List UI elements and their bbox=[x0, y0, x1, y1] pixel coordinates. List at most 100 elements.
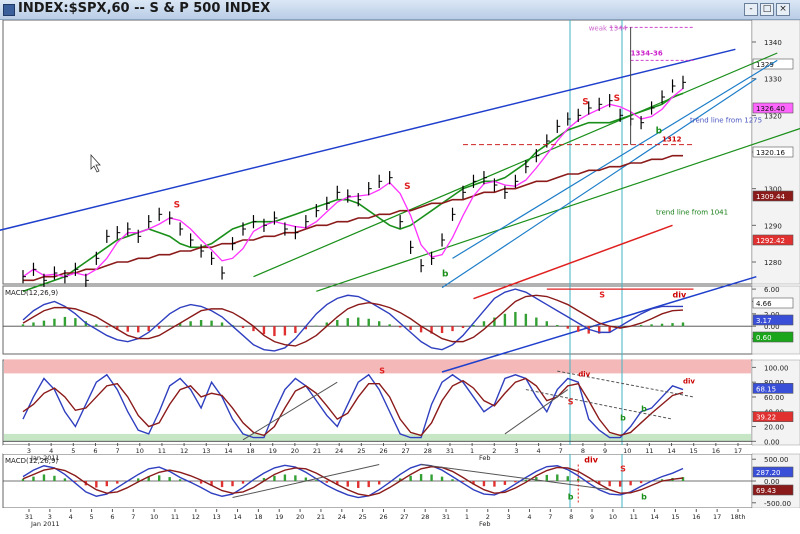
overbought-zone bbox=[4, 359, 751, 374]
annotation-b-macd2-2: b bbox=[641, 492, 647, 501]
x-axis-top-label: 10 bbox=[136, 447, 144, 455]
x-axis-top-label: 24 bbox=[335, 447, 343, 455]
x-axis-bottom-label: 12 bbox=[192, 513, 200, 521]
window-titlebar[interactable]: INDEX:$SPX,60 -- S & P 500 INDEX - □ × bbox=[0, 0, 800, 20]
x-axis-top-label: 31 bbox=[446, 447, 454, 455]
x-axis-bottom-label: 10 bbox=[150, 513, 158, 521]
stoch-trend-line bbox=[504, 389, 569, 435]
annotation-s-label: S bbox=[174, 200, 180, 210]
x-axis-top-label: 4 bbox=[49, 447, 53, 455]
value-badge bbox=[752, 466, 794, 478]
x-axis-top-label: 26 bbox=[379, 447, 387, 455]
y-tick-label: 0.00 bbox=[764, 323, 780, 331]
x-axis-top-label: 3 bbox=[27, 447, 31, 455]
x-axis-top-label: 3 bbox=[514, 447, 518, 455]
x-axis-bottom-label: 26 bbox=[379, 513, 387, 521]
annotation-trend-line-1041: trend line from 1041 bbox=[656, 208, 728, 216]
x-axis-top-label: 25 bbox=[357, 447, 365, 455]
value-badge bbox=[752, 383, 794, 394]
x-axis-bottom-label: 17 bbox=[713, 513, 721, 521]
x-axis-top-period-feb: Feb bbox=[479, 454, 491, 462]
value-badge-text: 1326.40 bbox=[756, 105, 785, 113]
x-axis-bottom-label: 8 bbox=[569, 513, 573, 521]
value-badge-text: 1329 bbox=[756, 61, 774, 69]
value-badge-text: 3.17 bbox=[756, 317, 772, 325]
value-badge bbox=[752, 314, 794, 326]
x-axis-bottom-label: 14 bbox=[650, 513, 658, 521]
x-axis-bottom-label: 6 bbox=[110, 513, 114, 521]
y-tick-label: 20.00 bbox=[764, 424, 784, 432]
chart-canvas[interactable]: 13401330132013101300129012806.004.002.00… bbox=[0, 20, 800, 534]
y-tick-label: 0.00 bbox=[764, 438, 780, 446]
y-tick-label: 100.00 bbox=[764, 364, 789, 372]
annotation-b-macd2: b bbox=[568, 492, 574, 501]
x-axis-bottom-label: 4 bbox=[527, 513, 531, 521]
x-axis-bottom-label: 31 bbox=[442, 513, 450, 521]
annotation-b-label: b bbox=[656, 127, 663, 137]
x-axis-top-label: 21 bbox=[313, 447, 321, 455]
y-tick-label: 1320 bbox=[764, 112, 782, 120]
x-axis-bottom-label: 18 bbox=[254, 513, 262, 521]
x-axis-top-label: 8 bbox=[581, 447, 585, 455]
y-tick-label: 1330 bbox=[764, 76, 782, 84]
annotation-s-macd2: S bbox=[620, 464, 626, 473]
x-axis-top-label: 28 bbox=[424, 447, 432, 455]
x-axis-top-label: 16 bbox=[712, 447, 720, 455]
maximize-button[interactable]: □ bbox=[760, 3, 774, 16]
x-axis-top-label: 5 bbox=[71, 447, 75, 455]
annotation-div-macd2: div bbox=[584, 456, 598, 465]
x-axis-bottom-label: 15 bbox=[671, 513, 679, 521]
annotation-div-stoch-2: div bbox=[683, 378, 695, 386]
x-axis-bottom-label: 3 bbox=[507, 513, 511, 521]
red-support-line bbox=[473, 224, 673, 300]
value-badge-text: 39.22 bbox=[756, 414, 776, 422]
annotation-1334-36: 1334-36 bbox=[631, 50, 663, 58]
x-axis-top-label: 7 bbox=[559, 447, 563, 455]
value-badge bbox=[752, 146, 794, 158]
x-axis-bottom-label: 27 bbox=[400, 513, 408, 521]
x-axis-bottom-label: 5 bbox=[89, 513, 93, 521]
x-axis-top-label: 13 bbox=[202, 447, 210, 455]
x-axis-bottom-label: 25 bbox=[359, 513, 367, 521]
x-axis-bottom-label: 21 bbox=[317, 513, 325, 521]
moving-average-0 bbox=[22, 92, 684, 293]
macd-line-1 bbox=[22, 288, 683, 352]
annotation-s-label: S bbox=[404, 182, 410, 192]
x-axis-top-label: 11 bbox=[158, 447, 166, 455]
x-axis-bottom-label: 9 bbox=[590, 513, 594, 521]
x-axis-bottom-period-jan: Jan 2011 bbox=[30, 520, 60, 528]
minimize-button[interactable]: - bbox=[744, 3, 758, 16]
axis-column-3 bbox=[751, 453, 800, 509]
x-axis-bottom-label: 11 bbox=[171, 513, 179, 521]
macd-line-3 bbox=[22, 463, 684, 499]
x-axis-bottom-period-feb: Feb bbox=[479, 520, 491, 528]
y-tick-label: 60.00 bbox=[764, 394, 784, 402]
channel-lower-line bbox=[441, 275, 757, 373]
x-axis-bottom-label: 3 bbox=[48, 513, 52, 521]
x-axis-bottom-label: 11 bbox=[630, 513, 638, 521]
x-axis-top-label: 12 bbox=[180, 447, 188, 455]
y-tick-label: 1300 bbox=[764, 186, 782, 194]
annotation-s-stoch-2: S bbox=[568, 397, 574, 406]
x-axis-top-label: 4 bbox=[537, 447, 541, 455]
x-axis-top-label: 1 bbox=[470, 447, 474, 455]
x-axis-top-label: 27 bbox=[402, 447, 410, 455]
x-axis-top-label: 14 bbox=[224, 447, 232, 455]
cyan-trend-line-2 bbox=[441, 78, 757, 289]
x-axis-top-label: 19 bbox=[269, 447, 277, 455]
x-axis-bottom-label: 20 bbox=[296, 513, 304, 521]
annotation-div-stoch: div bbox=[578, 370, 590, 378]
y-tick-label: 1340 bbox=[764, 39, 782, 47]
panel-frame-1 bbox=[2, 285, 753, 355]
y-tick-label: 1280 bbox=[764, 259, 782, 267]
y-tick-label: 500.00 bbox=[764, 456, 789, 464]
value-badge bbox=[752, 102, 794, 114]
signal-line-1 bbox=[22, 294, 684, 347]
annotation-s-stoch: S bbox=[379, 366, 385, 375]
annotation-trend-line-1275: trend line from 1275 bbox=[690, 117, 762, 125]
axis-column-2 bbox=[751, 359, 800, 446]
annotation-weak-1344: weak 1344 bbox=[589, 24, 628, 32]
value-badge-text: 1320.16 bbox=[756, 149, 785, 157]
close-button[interactable]: × bbox=[776, 3, 790, 16]
